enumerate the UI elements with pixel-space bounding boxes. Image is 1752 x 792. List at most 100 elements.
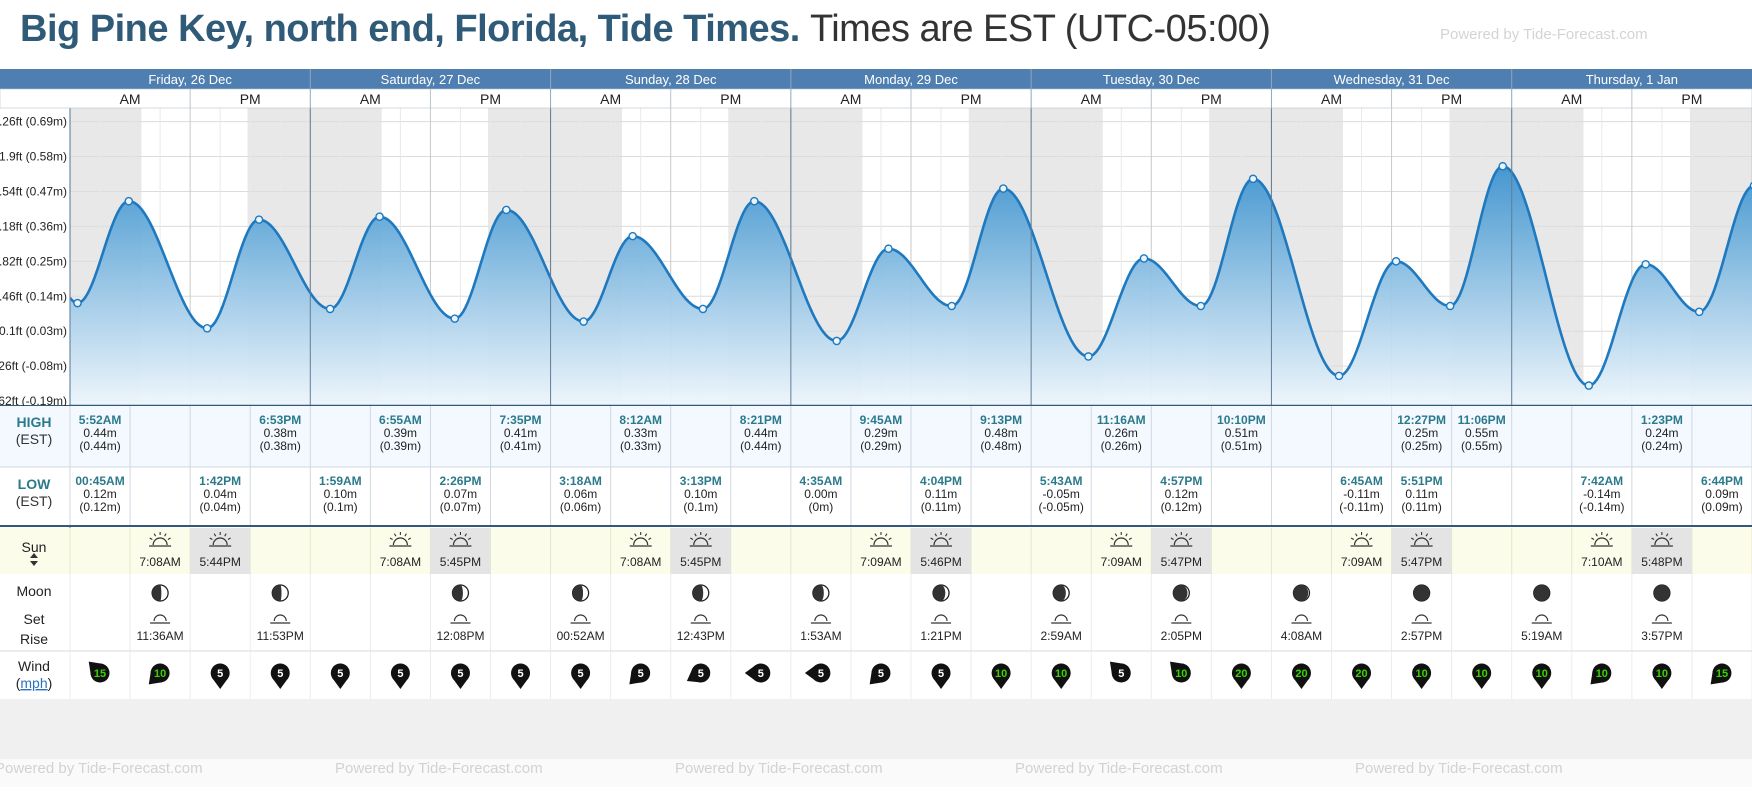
sunrise-time: 7:09AM [1101,555,1142,569]
low-tide-time: 5:43AM [1040,474,1083,488]
low-tide-value: -0.05m [1042,487,1079,501]
high-tide-value: 0.29m [864,426,897,440]
high-tide-value-alt: (0.38m) [260,439,301,453]
wind-speed: 10 [1175,668,1187,680]
low-tide-time: 00:45AM [75,474,124,488]
wind-speed: 5 [277,668,283,680]
moon-row-label: Moon [16,583,51,599]
low-tide-value-alt: (-0.14m) [1579,500,1624,514]
high-tide-time: 12:27PM [1397,413,1446,427]
sunrise-time: 7:10AM [1581,555,1622,569]
low-tide-value-alt: (0.04m) [200,500,241,514]
moon-time: 2:57PM [1401,629,1442,643]
moon-phase-icon [813,585,829,601]
high-tide-point [885,245,892,252]
moon-shadow [1654,585,1670,601]
low-tide-value-alt: (0.11m) [921,500,961,514]
moon-time: 2:05PM [1161,629,1202,643]
low-tide-value-alt: (0.06m) [560,500,601,514]
wind-unit-label: (mph) [16,675,53,691]
low-tide-time: 1:59AM [319,474,362,488]
pm-label: PM [1681,91,1702,107]
sunset-time: 5:45PM [680,555,721,569]
wind-speed: 10 [1656,668,1668,680]
high-tide-time: 11:16AM [1097,413,1146,427]
high-tide-point [255,216,262,223]
high-tide-value: 0.44m [83,426,116,440]
y-axis-labels: 2.26ft (0.69m)1.9ft (0.58m)1.54ft (0.47m… [0,108,69,408]
powered-by-watermark: Powered by Tide-Forecast.com [1015,760,1223,777]
moon-time: 12:08PM [436,629,484,643]
high-tide-value-alt: (0.55m) [1461,439,1502,453]
low-tide-time: 4:04PM [920,474,962,488]
moon-time: 4:08AM [1281,629,1322,643]
high-tide-point [1392,258,1399,265]
high-tide-point [751,198,758,205]
high-tide-point [1499,163,1506,170]
high-tide-value-alt: (0.51m) [1221,439,1262,453]
low-tide-value: 0.07m [444,487,477,501]
am-label: AM [120,91,141,107]
wind-speed: 5 [517,668,523,680]
moon-time: 5:19AM [1521,629,1562,643]
low-tide-point [74,299,81,306]
wind-speed: 20 [1355,668,1367,680]
day-label: Wednesday, 31 Dec [1334,72,1450,87]
high-tide-time: 7:35PM [500,413,542,427]
day-label: Saturday, 27 Dec [381,72,481,87]
y-tick-label: 1.18ft (0.36m) [0,219,67,233]
high-tide-point [1250,175,1257,182]
low-tide-point [327,305,334,312]
pm-label: PM [240,91,261,107]
low-tide-point [580,318,587,325]
y-tick-label: 1.54ft (0.47m) [0,184,67,198]
sunset-time: 5:45PM [440,555,481,569]
sunset-time: 5:48PM [1641,555,1682,569]
wind-speed: 15 [94,668,106,680]
am-label: AM [1081,91,1102,107]
low-row-label: LOW [18,476,51,492]
sunrise-time: 7:08AM [380,555,421,569]
moon-time: 1:21PM [920,629,961,643]
sunrise-time: 7:08AM [620,555,661,569]
low-tide-value: 0.10m [324,487,357,501]
low-tide-point [451,315,458,322]
high-tide-value: 0.26m [1105,426,1138,440]
high-row-sublabel: (EST) [16,431,53,447]
low-tide-value-alt: (0.1m) [323,500,358,514]
low-tide-point [204,325,211,332]
low-row-sublabel: (EST) [16,493,53,509]
wind-speed: 5 [1118,668,1124,680]
high-tide-time: 11:06PM [1458,413,1506,427]
high-tide-value: 0.55m [1465,426,1498,440]
low-tide-point [1447,302,1454,309]
wind-speed: 15 [1716,668,1728,680]
high-tide-value: 0.39m [384,426,417,440]
sunrise-time: 7:09AM [860,555,901,569]
pm-label: PM [1441,91,1462,107]
moon-time: 3:57PM [1641,629,1682,643]
wind-speed: 20 [1235,668,1247,680]
wind-speed: 5 [698,668,704,680]
high-tide-time: 1:23PM [1641,413,1683,427]
wind-speed: 5 [397,668,403,680]
sunrise-time: 7:08AM [139,555,180,569]
powered-by-link[interactable]: Powered by Tide-Forecast.com [1440,26,1648,43]
low-tide-value: 0.11m [1405,487,1437,501]
high-tide-value-alt: (0.26m) [1101,439,1142,453]
wind-speed: 10 [1415,668,1427,680]
low-tide-point [1585,382,1592,389]
moon-rise-label: Rise [20,631,48,647]
high-tide-point [1000,185,1007,192]
low-tide-value: -0.14m [1583,487,1620,501]
low-tide-point [1696,308,1703,315]
wind-speed: 5 [878,668,884,680]
y-tick-label: 2.26ft (0.69m) [0,115,67,129]
title-bar: Big Pine Key, north end, Florida, Tide T… [0,0,1752,70]
high-tide-value-alt: (0.39m) [380,439,421,453]
wind-unit-link[interactable]: mph [20,675,47,691]
